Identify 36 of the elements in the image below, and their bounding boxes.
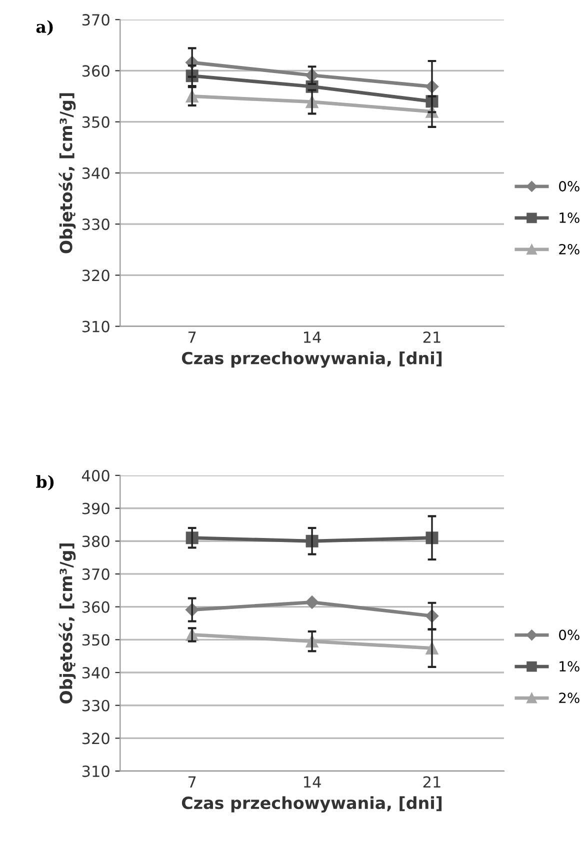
x-tick-label: 21 bbox=[423, 776, 440, 788]
chart-title: a) bbox=[36, 20, 53, 36]
x-axis-title: Czas przechowywania, [dni] bbox=[182, 796, 442, 813]
y-tick-label: 320 bbox=[82, 732, 110, 744]
y-axis-title: Objętość, [cm³/g] bbox=[58, 544, 76, 704]
y-tick-label: 350 bbox=[82, 634, 110, 646]
y-tick-label: 330 bbox=[82, 700, 110, 712]
y-tick-label: 360 bbox=[82, 65, 110, 77]
y-tick-label: 310 bbox=[82, 766, 110, 778]
x-tick-label: 14 bbox=[304, 776, 321, 788]
x-tick-label: 21 bbox=[423, 331, 440, 343]
point bbox=[305, 596, 319, 609]
y-tick-label: 340 bbox=[82, 167, 110, 179]
y-tick-label: 400 bbox=[82, 470, 110, 482]
x-tick-label: 7 bbox=[188, 332, 196, 343]
y-tick-label: 370 bbox=[82, 568, 110, 580]
legend-label: 1% bbox=[560, 661, 580, 672]
x-tick-label: 14 bbox=[304, 332, 321, 343]
y-tick-label: 360 bbox=[82, 601, 110, 613]
legend-label: 2% bbox=[559, 244, 580, 254]
y-tick-label: 380 bbox=[82, 536, 110, 548]
legend-label: 1% bbox=[560, 212, 580, 223]
y-axis-title: Objętość, [cm³/g] bbox=[58, 93, 76, 254]
y-tick-label: 330 bbox=[82, 218, 110, 230]
y-tick-label: 320 bbox=[82, 270, 110, 282]
legend-label: 0% bbox=[559, 630, 580, 640]
chart-title: b) bbox=[36, 475, 54, 490]
legend-label: 2% bbox=[559, 692, 580, 704]
x-axis-title: Czas przechowywania, [dni] bbox=[182, 352, 442, 368]
legend-label: 0% bbox=[559, 180, 580, 192]
y-tick-label: 390 bbox=[82, 502, 110, 514]
y-tick-label: 310 bbox=[82, 320, 110, 332]
y-tick-label: 340 bbox=[82, 666, 110, 679]
y-tick-label: 370 bbox=[82, 14, 110, 26]
y-tick-label: 350 bbox=[82, 116, 110, 128]
x-tick-label: 7 bbox=[188, 776, 196, 788]
